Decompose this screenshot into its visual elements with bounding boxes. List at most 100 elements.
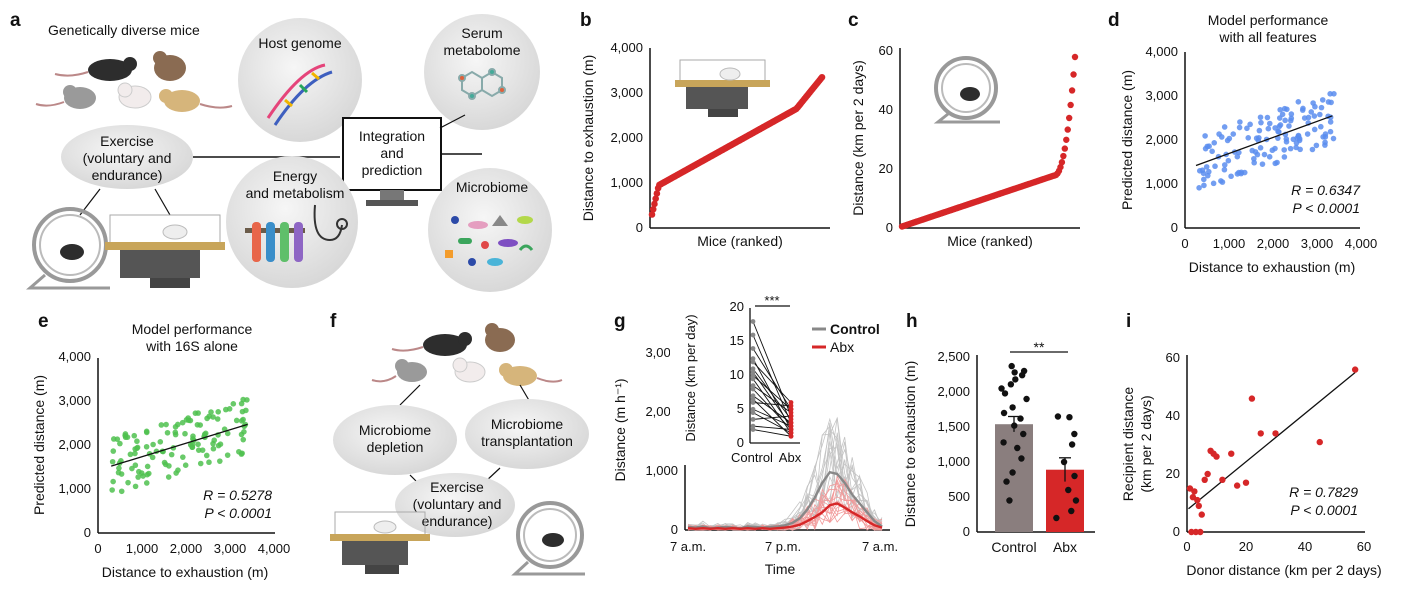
panel-d-point xyxy=(1249,147,1256,154)
panel-d-title-2: with all features xyxy=(1218,29,1316,45)
panel-b-point xyxy=(648,211,656,218)
panel-h-abx-point xyxy=(1071,472,1078,480)
panel-i-point xyxy=(1272,430,1279,437)
inset-ytick-3: 15 xyxy=(730,333,744,348)
panel-i-ytick-0: 0 xyxy=(1173,524,1180,539)
panel-letter-f: f xyxy=(330,311,337,332)
serum-line-1: Serum xyxy=(461,25,502,41)
panel-i-point xyxy=(1242,479,1250,486)
panel-c-point xyxy=(1063,136,1070,143)
inset-control-point xyxy=(750,406,756,412)
panel-d-point xyxy=(1309,146,1316,153)
panel-e-point xyxy=(164,429,171,436)
panel-i-point xyxy=(1188,528,1195,536)
panel-d-xlabel: Distance to exhaustion (m) xyxy=(1189,259,1356,275)
panel-d-point xyxy=(1237,119,1243,125)
inset-paired-lines xyxy=(750,319,794,439)
panel-i-point xyxy=(1191,488,1198,495)
panel-d-point xyxy=(1265,125,1272,132)
panel-d-point xyxy=(1221,124,1228,130)
panel-d-fit-line xyxy=(1195,115,1333,167)
panel-d-point xyxy=(1290,136,1297,143)
panel-d-ylabel: Predicted distance (m) xyxy=(1119,70,1135,210)
panel-d-point xyxy=(1224,137,1231,144)
panel-e: Model performance with 16S alone 0 1,000… xyxy=(31,321,290,580)
serum-line-2: metabolome xyxy=(443,42,520,58)
panel-e-point xyxy=(230,401,237,407)
panel-c: 0 20 40 60 Mice (ranked) Distance (km pe… xyxy=(850,43,1080,249)
panel-g-xtick-0: 7 a.m. xyxy=(670,539,706,554)
panel-c-point xyxy=(1071,53,1079,61)
inset-abx-point xyxy=(788,430,794,436)
mice-group-illustration xyxy=(35,51,233,112)
inset-control-point xyxy=(750,393,756,399)
panel-h-control-point xyxy=(1018,455,1025,462)
panel-e-point xyxy=(165,474,172,480)
running-wheel-icon xyxy=(25,207,110,290)
panel-h-abx-point xyxy=(1053,514,1060,522)
panel-d-point xyxy=(1228,173,1234,180)
panel-d-xtick-4: 4,000 xyxy=(1345,236,1378,251)
panel-letter-e: e xyxy=(38,311,49,332)
panel-d-point xyxy=(1281,147,1287,153)
panel-e-point xyxy=(215,442,222,449)
panel-d-point xyxy=(1295,99,1302,105)
panel-d-point xyxy=(1318,123,1324,130)
panel-e-point xyxy=(189,444,195,450)
panel-h-control-point xyxy=(1020,430,1027,438)
panel-e-p-value: P < 0.0001 xyxy=(204,505,272,521)
panel-d-point xyxy=(1238,170,1244,177)
host-genome-label: Host genome xyxy=(258,35,341,51)
panel-h-control-point xyxy=(1023,395,1030,403)
inset-pair-line xyxy=(752,429,792,437)
panel-h-control-point xyxy=(1000,439,1007,446)
panel-i-point xyxy=(1204,470,1211,478)
inset-ytick-2: 10 xyxy=(730,367,744,382)
panel-d-point xyxy=(1264,114,1271,121)
panel-e-point xyxy=(134,438,140,445)
panel-d-point xyxy=(1331,91,1337,97)
panel-b-y-ticks: 0 1,000 2,000 3,000 4,000 xyxy=(610,40,643,235)
panel-e-point xyxy=(195,441,201,448)
panel-d-point xyxy=(1253,135,1260,142)
panel-d-point xyxy=(1322,139,1328,146)
panel-h-abx-point xyxy=(1065,486,1072,494)
panel-i-point xyxy=(1198,511,1205,518)
exercise-f-line-2: (voluntary and xyxy=(413,496,502,512)
panel-i-point xyxy=(1233,482,1241,489)
panel-d-point xyxy=(1247,121,1253,128)
panel-h-control-point xyxy=(1011,422,1018,429)
panel-d-point xyxy=(1202,145,1209,152)
panel-g: 0 1,000 2,000 3,000 7 a.m. 7 p.m. 7 a.m.… xyxy=(612,293,898,577)
panel-d-point xyxy=(1293,140,1300,146)
panel-h-abx-point xyxy=(1060,458,1068,466)
inset-abx-point xyxy=(788,420,794,426)
panel-e-xtick-2: 2,000 xyxy=(170,541,203,556)
panel-a: Genetically diverse mice Exercise (volun… xyxy=(25,14,552,292)
panel-e-point xyxy=(197,460,204,467)
panel-e-point xyxy=(208,409,214,415)
running-wheel-icon-c xyxy=(933,56,1000,124)
panel-e-point xyxy=(195,410,201,416)
inset-control-point xyxy=(750,383,756,389)
panel-d-point xyxy=(1276,115,1283,121)
panel-c-points xyxy=(898,53,1079,230)
panel-h-points xyxy=(998,362,1080,522)
panel-d-point xyxy=(1304,131,1311,137)
inset-control-point xyxy=(750,366,756,372)
panel-c-point xyxy=(1067,101,1074,109)
panel-c-ylabel: Distance (km per 2 days) xyxy=(850,60,866,216)
panel-c-ytick-3: 60 xyxy=(879,43,893,58)
panel-e-point xyxy=(210,445,217,452)
panel-e-ytick-3: 3,000 xyxy=(58,393,91,408)
panel-d-point xyxy=(1288,111,1295,117)
panel-e-point xyxy=(168,451,175,458)
panel-d-point xyxy=(1281,154,1288,160)
panel-d-point xyxy=(1266,154,1273,160)
panel-d: Model performance with all features 0 1,… xyxy=(1119,12,1377,275)
inset-control-point xyxy=(750,423,756,429)
panel-d-point xyxy=(1234,153,1241,160)
exercise-f-line-1: Exercise xyxy=(430,479,484,495)
panel-e-point xyxy=(197,422,204,428)
panel-e-point xyxy=(110,478,116,485)
